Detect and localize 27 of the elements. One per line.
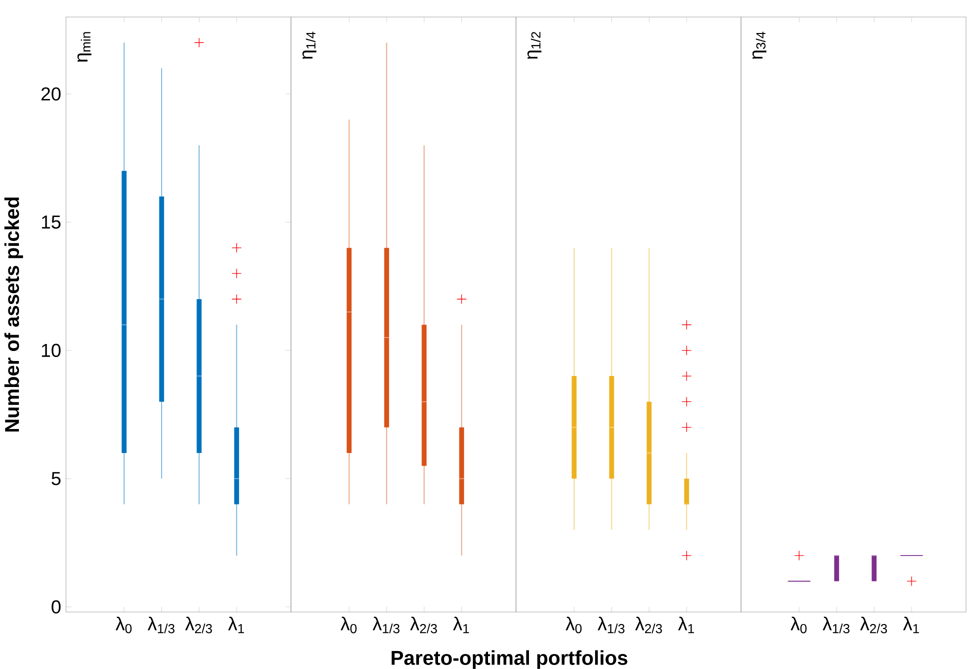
x-axis-title: Pareto-optimal portfolios [392,650,628,669]
y-tick-label: 10 [42,344,61,358]
x-tick-label: λ$_{1/3}$ [148,616,174,634]
y-axis-title: Number of assets picked [4,197,24,432]
x-tick-label: λ$_{0}$ [790,616,807,634]
x-tick-label: λ$_{0}$ [116,616,132,634]
text: η$_{1/2}$ [527,32,542,59]
x-tick-label: λ$_{2/3}$ [860,616,887,634]
x-tick-label: λ$_{1}$ [678,616,694,634]
x-tick-label: λ$_{1}$ [453,616,469,634]
text: η$_{3/4}$ [752,32,766,59]
x-tick-label: λ$_{0}$ [340,616,357,634]
text: η$_{1/4}$ [302,32,316,59]
x-tick-label: λ$_{1}$ [228,616,244,634]
x-tick-label: λ$_{1}$ [903,616,919,634]
x-tick-label: λ$_{2/3}$ [185,616,212,634]
text: η$_{min}$ [77,32,92,62]
x-tick-label: λ$_{0}$ [566,616,582,634]
y-tick-label: 5 [52,472,61,486]
x-tick-label: λ$_{2/3}$ [410,616,437,634]
x-tick-label: λ$_{1/3}$ [598,616,624,634]
y-tick-label: 15 [42,216,61,229]
x-tick-label: λ$_{1/3}$ [822,616,850,634]
y-tick-label: 20 [41,87,61,101]
x-tick-label: λ$_{2/3}$ [635,616,662,634]
y-tick-label: 0 [52,600,61,614]
x-tick-label: λ$_{1/3}$ [372,616,400,634]
